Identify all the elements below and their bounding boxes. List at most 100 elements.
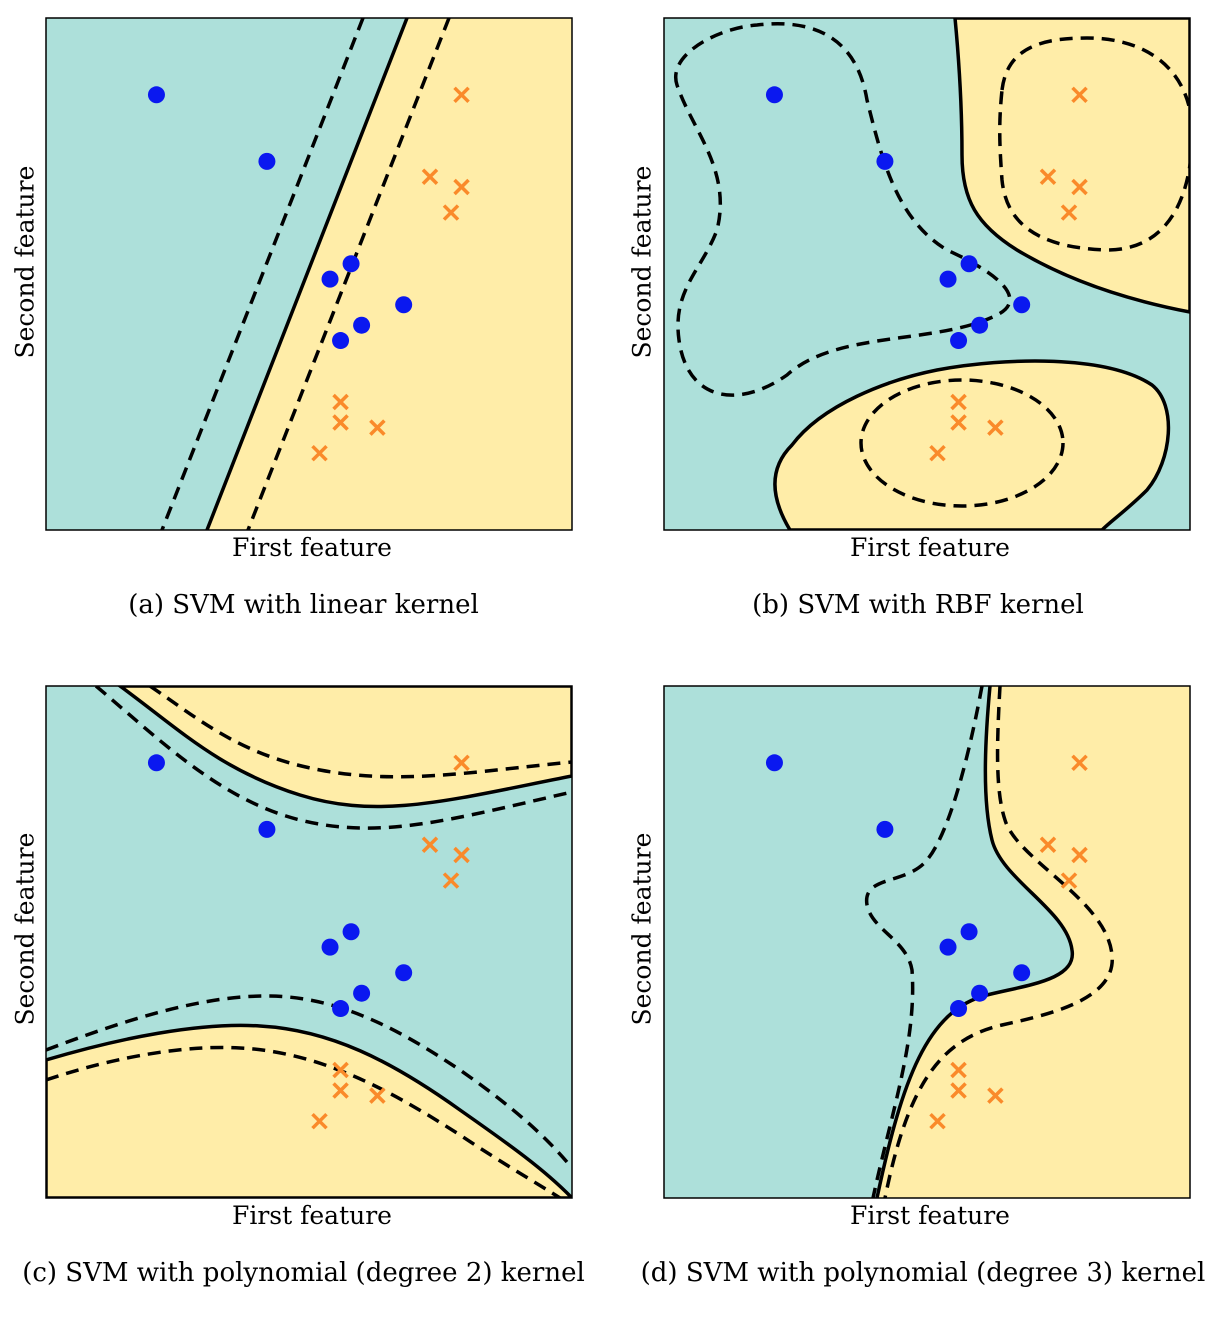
- class1-point: [929, 444, 946, 462]
- class1-point: [1039, 836, 1057, 853]
- y-axis-label: Second feature: [627, 165, 657, 359]
- plot-frame: [45, 17, 573, 531]
- decision-boundary: [875, 686, 1074, 1198]
- region-class1: [46, 1023, 572, 1198]
- class0-point: [960, 255, 978, 273]
- class1-point: [442, 872, 460, 889]
- plot-frame: [663, 685, 1191, 1199]
- class1-point: [332, 1082, 349, 1099]
- margin-line: [94, 686, 572, 830]
- class1-point: [987, 419, 1004, 436]
- class0-point: [395, 296, 413, 314]
- class1-point: [453, 86, 470, 104]
- class0-point: [258, 152, 276, 170]
- plot-b: [663, 17, 1191, 531]
- class0-point: [971, 984, 989, 1002]
- region-class1: [117, 686, 572, 809]
- class1-point: [950, 414, 967, 431]
- y-axis-label: Second feature: [10, 832, 40, 1026]
- class0-point: [939, 938, 957, 956]
- class1-point: [421, 168, 439, 185]
- class0-point: [876, 152, 894, 170]
- region-class1: [953, 18, 1190, 314]
- class0-point: [971, 316, 989, 334]
- class1-point: [1071, 178, 1088, 196]
- margin-line: [160, 18, 365, 530]
- x-axis-label: First feature: [232, 1201, 392, 1230]
- panel-b: First feature Second feature (b) SVM wit…: [607, 0, 1214, 660]
- y-axis-label: Second feature: [10, 165, 40, 359]
- class1-point: [332, 1061, 349, 1079]
- region-class1: [877, 686, 1190, 1198]
- class0-point: [939, 270, 957, 288]
- plot-frame: [45, 685, 573, 1199]
- class0-point: [765, 86, 783, 104]
- class1-point: [1071, 754, 1088, 772]
- caption: (a) SVM with linear kernel: [128, 590, 479, 620]
- class0-point: [1013, 296, 1031, 314]
- class0-point: [395, 964, 413, 982]
- class0-point: [342, 923, 360, 941]
- class0-point: [321, 938, 339, 956]
- class1-point: [332, 393, 349, 411]
- class0-point: [342, 255, 360, 273]
- class1-point: [950, 393, 967, 411]
- class0-point: [1013, 964, 1031, 982]
- class0-point: [950, 1000, 968, 1018]
- class1-point: [1060, 204, 1078, 221]
- margin-line: [46, 994, 572, 1170]
- decision-boundary: [205, 18, 409, 530]
- region-class1: [207, 18, 572, 530]
- class1-point: [442, 204, 460, 221]
- class0-point: [765, 754, 783, 772]
- class1-point: [929, 1112, 946, 1130]
- margin-line: [883, 686, 1114, 1198]
- x-axis-label: First feature: [850, 1201, 1010, 1230]
- plot-c: [45, 685, 573, 1199]
- plot-a: [45, 17, 573, 531]
- margin-line: [865, 686, 984, 1198]
- class0-point: [960, 923, 978, 941]
- class1-point: [311, 1112, 328, 1130]
- region-class1: [773, 359, 1171, 530]
- class1-point: [1071, 846, 1088, 864]
- plot-frame: [663, 17, 1191, 531]
- margin-line: [46, 1045, 561, 1198]
- class1-point: [453, 754, 470, 772]
- class1-point: [453, 846, 470, 864]
- class1-point: [311, 444, 328, 462]
- x-axis-label: First feature: [850, 533, 1010, 562]
- plot-d: [663, 685, 1191, 1199]
- class1-point: [421, 836, 439, 853]
- margin-line: [859, 378, 1065, 508]
- x-axis-label: First feature: [232, 533, 392, 562]
- class1-point: [950, 1082, 967, 1099]
- class1-point: [987, 1087, 1004, 1104]
- class1-point: [950, 1061, 967, 1079]
- caption: (b) SVM with RBF kernel: [752, 590, 1084, 620]
- margin-line: [149, 686, 572, 779]
- class0-point: [876, 820, 894, 838]
- class0-point: [353, 984, 371, 1002]
- class0-point: [332, 332, 350, 350]
- class0-point: [950, 332, 968, 350]
- class0-point: [332, 1000, 350, 1018]
- caption: (d) SVM with polynomial (degree 3) kerne…: [640, 1258, 1206, 1288]
- panel-a: First feature Second feature (a) SVM wit…: [0, 0, 607, 660]
- class1-point: [1060, 872, 1078, 889]
- y-axis-label: Second feature: [627, 832, 657, 1026]
- panel-d: First feature Second feature (d) SVM wit…: [607, 660, 1214, 1320]
- margin-line: [998, 36, 1190, 252]
- panel-c: First feature Second feature (c) SVM wit…: [0, 660, 607, 1320]
- class1-point: [453, 178, 470, 196]
- class0-point: [321, 270, 339, 288]
- caption: (c) SVM with polynomial (degree 2) kerne…: [22, 1258, 585, 1288]
- class0-point: [353, 316, 371, 334]
- class0-point: [258, 820, 276, 838]
- margin-line: [246, 18, 451, 530]
- class1-point: [1039, 168, 1057, 185]
- class1-point: [369, 1087, 386, 1104]
- class1-point: [1071, 86, 1088, 104]
- class0-point: [147, 86, 165, 104]
- class1-point: [369, 419, 386, 436]
